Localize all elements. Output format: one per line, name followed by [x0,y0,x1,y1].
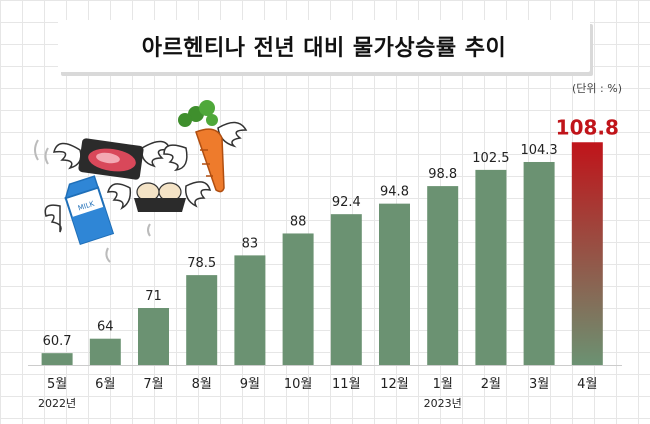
bar-7 [379,203,410,365]
unit-label: (단위 : %) [572,82,622,95]
bar-value-label-11: 108.8 [556,115,619,139]
year-label-1: 2023년 [424,397,462,410]
bar-value-label-4: 83 [242,236,259,251]
bar-9 [475,169,507,365]
milk-carton-icon: MILK [44,175,115,263]
x-tick-label-8: 1월 [433,377,453,392]
bar-8 [427,186,459,365]
x-tick-label-5: 10월 [284,377,313,392]
x-tick-label-1: 6월 [95,377,115,392]
x-tick-label-7: 12월 [380,377,409,392]
x-tick-label-9: 2월 [481,377,501,392]
bar-value-label-7: 94.8 [380,185,409,200]
bar-value-label-10: 104.3 [520,143,557,158]
bar-value-label-0: 60.7 [43,334,72,349]
bar-10 [523,161,555,365]
carrot-icon [163,100,248,193]
x-tick-label-2: 7월 [143,377,163,392]
bar-2 [138,308,169,365]
x-tick-label-11: 4월 [577,377,597,392]
x-tick-label-10: 3월 [529,377,549,392]
bar-6 [330,214,362,365]
bar-3 [186,275,218,365]
bar-value-label-6: 92.4 [332,195,361,210]
bar-value-label-3: 78.5 [187,256,216,271]
bar-value-label-5: 88 [290,214,307,229]
bar-4 [234,255,266,365]
bar-0 [41,353,73,365]
bar-value-label-8: 98.8 [428,167,457,182]
year-label-0: 2022년 [38,397,76,410]
bar-value-label-1: 64 [97,320,114,335]
meat-pack-icon [34,138,171,180]
x-tick-label-0: 5월 [47,377,67,392]
bar-11 [571,142,603,365]
eggs-icon [106,181,212,237]
title-box: 아르헨티나 전년 대비 물가상승률 추이 [58,20,590,72]
bar-value-label-9: 102.5 [472,151,509,166]
x-tick-label-3: 8월 [192,377,212,392]
x-tick-label-6: 11월 [332,377,361,392]
chart-title: 아르헨티나 전년 대비 물가상승률 추이 [141,36,507,61]
bar-value-label-2: 71 [145,289,162,304]
bar-1 [89,338,121,365]
x-tick-label-4: 9월 [240,377,260,392]
bar-5 [282,233,314,365]
